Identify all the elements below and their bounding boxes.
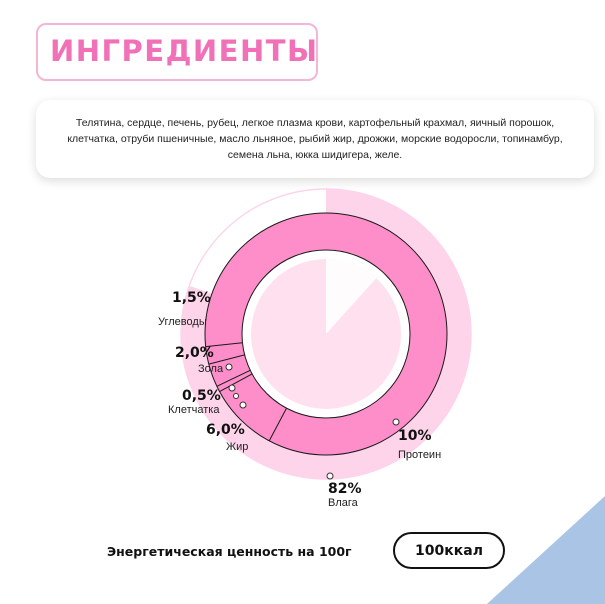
ingredients-card: Телятина, сердце, печень, рубец, легкое …	[36, 100, 594, 178]
category-label-1: Зола	[198, 363, 224, 375]
center-highlight	[326, 259, 377, 334]
energy-value-badge: 100ккал	[393, 532, 505, 569]
marker-dot-2	[228, 384, 236, 392]
category-label-3: Жир	[226, 441, 248, 453]
value-label-0: 1,5%	[172, 290, 211, 306]
segment-divider-0	[205, 342, 243, 348]
value-label-2: 0,5%	[182, 388, 221, 404]
energy-label: Энергетическая ценность на 100г	[107, 544, 352, 559]
marker-dot-4	[392, 418, 400, 426]
value-label-5: 82%	[328, 481, 362, 497]
category-label-4: Протеин	[398, 449, 441, 461]
segment-divider-4	[268, 407, 288, 442]
chart-layer: 1,5% Углеводы 2,0% Зола 0,5%Клетчатка 6,0% Жир…	[158, 188, 472, 509]
category-label-5: Влага	[328, 497, 359, 509]
ingredients-text: Телятина, сердце, печень, рубец, легкое …	[67, 117, 563, 161]
page-title: ИНГРЕДИЕНТЫ	[50, 34, 319, 68]
marker-dot-1	[225, 363, 233, 371]
segment-divider-2	[216, 369, 251, 387]
category-label-0: Углеводы	[158, 316, 207, 328]
title-frame	[36, 23, 318, 81]
segment-divider-1	[208, 354, 245, 365]
marker-dot-5	[326, 472, 334, 480]
value-label-1: 2,0%	[175, 345, 214, 361]
value-label-3: 6,0%	[206, 422, 245, 438]
segment-divider-3	[219, 373, 253, 392]
corner-decoration	[487, 496, 605, 604]
category-label-2: Клетчатка	[168, 404, 220, 416]
marker-dot-3	[239, 401, 247, 409]
value-label-4: 10%	[398, 428, 432, 444]
marker-dot-extra	[233, 393, 239, 399]
